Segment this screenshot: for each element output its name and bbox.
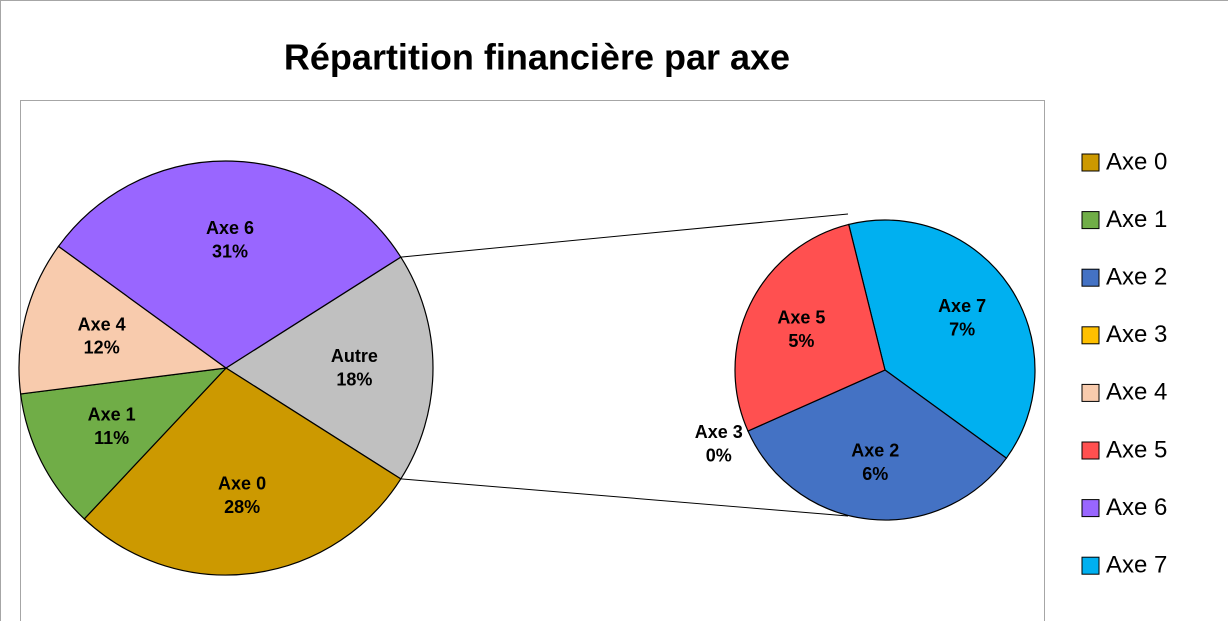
- label-category: Axe 0: [218, 473, 266, 493]
- pie-slice: [83, 367, 402, 576]
- legend-swatch: [1081, 383, 1100, 402]
- data-label: Axe 0 28%: [218, 473, 266, 516]
- legend-label: Axe 2: [1106, 264, 1167, 291]
- legend-label: Axe 7: [1106, 552, 1167, 579]
- data-label: Axe 3 0%: [695, 422, 743, 465]
- legend-swatch: [1081, 153, 1100, 172]
- label-value: 12%: [84, 337, 120, 357]
- pie-slice: [734, 223, 886, 432]
- label-category: Axe 2: [851, 440, 899, 460]
- legend-label: Axe 6: [1106, 494, 1167, 521]
- legend-label: Axe 3: [1106, 321, 1167, 348]
- label-value: 0%: [706, 445, 732, 465]
- pie-slice: [19, 367, 228, 520]
- legend-label: Axe 1: [1106, 206, 1167, 233]
- pie-slice: [224, 256, 434, 480]
- legend-swatch: [1081, 326, 1100, 345]
- label-category: Axe 4: [78, 314, 126, 334]
- label-value: 18%: [336, 369, 372, 389]
- label-category: Axe 3: [695, 422, 743, 442]
- legend-swatch: [1081, 499, 1100, 518]
- connector: [400, 213, 849, 258]
- data-label: Axe 7 7%: [938, 296, 986, 339]
- label-value: 5%: [788, 331, 814, 351]
- legend-label: Axe 4: [1106, 379, 1167, 406]
- legend-swatch: [1081, 441, 1100, 460]
- label-category: Axe 6: [206, 218, 254, 238]
- connector: [400, 478, 849, 517]
- label-value: 6%: [862, 464, 888, 484]
- legend-swatch: [1081, 268, 1100, 287]
- label-category: Autre: [331, 346, 378, 366]
- pie-slice: [847, 219, 1036, 460]
- data-label: Axe 1 11%: [88, 404, 136, 447]
- pie-slice: [18, 245, 228, 395]
- legend-label: Axe 5: [1106, 436, 1167, 463]
- data-label: Axe 5 5%: [777, 307, 825, 350]
- label-value: 7%: [949, 319, 975, 339]
- label-category: Axe 7: [938, 296, 986, 316]
- data-label: Autre 18%: [331, 346, 378, 389]
- pie-slice: [57, 160, 402, 369]
- label-category: Axe 5: [777, 307, 825, 327]
- data-label: Axe 4 12%: [78, 314, 126, 357]
- chart-title: Répartition financière par axe: [284, 37, 790, 78]
- legend-swatch: [1081, 556, 1100, 575]
- label-value: 28%: [224, 497, 260, 517]
- label-value: 11%: [94, 428, 129, 448]
- pie-slice: [747, 369, 1008, 521]
- data-label: Axe 2 6%: [851, 440, 899, 483]
- data-label: Axe 6 31%: [206, 218, 254, 261]
- legend-swatch: [1081, 211, 1100, 230]
- legend-label: Axe 0: [1106, 148, 1167, 175]
- label-value: 31%: [212, 241, 248, 261]
- label-category: Axe 1: [88, 404, 136, 424]
